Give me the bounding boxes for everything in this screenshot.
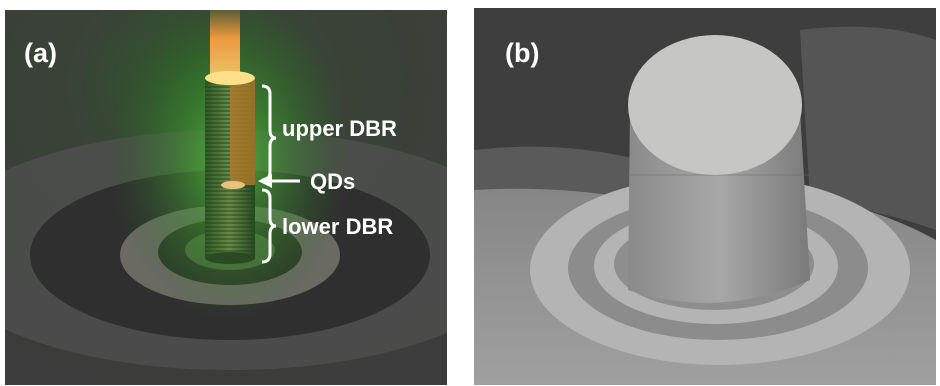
panel-label: (b): [505, 38, 539, 68]
annotation: lower DBR: [282, 214, 393, 239]
panel-b: (b): [474, 8, 936, 385]
panel-a: (a) upper DBR QDs lower DBR: [0, 0, 530, 385]
annotation: QDs: [310, 169, 355, 194]
annotation: upper DBR: [282, 116, 397, 141]
panel-label: (a): [24, 38, 57, 68]
figure: (a) upper DBR QDs lower DBR (b): [0, 0, 940, 386]
